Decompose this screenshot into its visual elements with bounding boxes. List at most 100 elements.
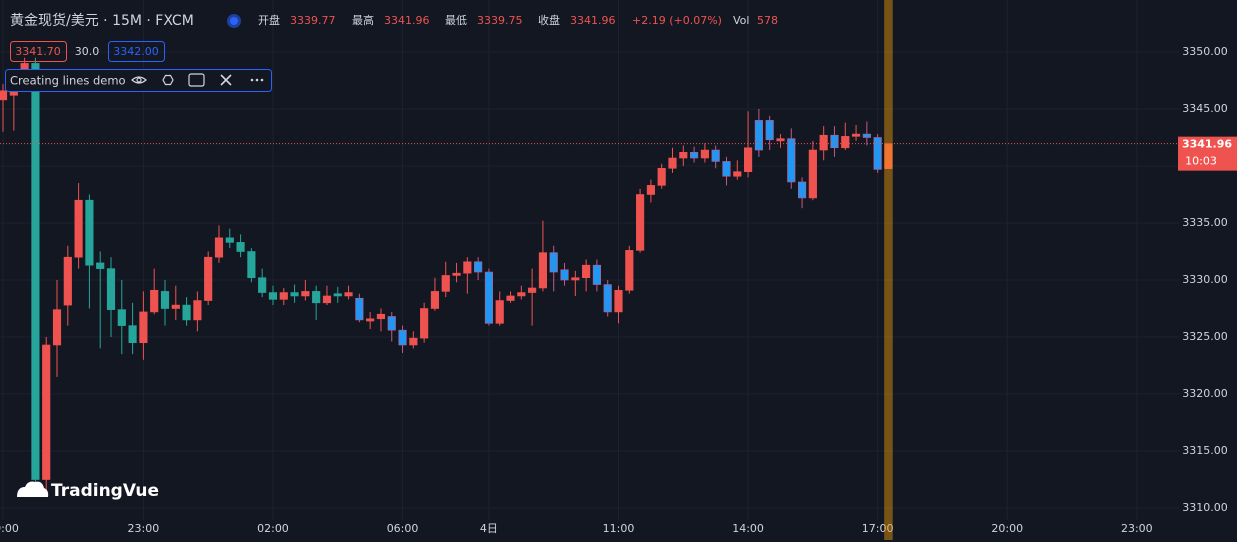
candle-body [279, 292, 288, 300]
high-label: 最高 [352, 13, 374, 27]
candle-body [733, 171, 742, 177]
y-tick-label: 3320.00 [1182, 387, 1228, 400]
x-tick-label: 23:00 [1121, 522, 1153, 535]
candle-body [463, 261, 472, 274]
grid: 3310.00 3315.00 3320.00 3325.00 3330.00 3335.… [0, 0, 1228, 535]
y-tick-label: 3345.00 [1182, 102, 1228, 115]
candle-body [797, 181, 807, 199]
candle-body [700, 149, 709, 159]
candle-body [214, 237, 224, 258]
x-tick-label: 06:00 [387, 522, 419, 535]
candle-body [646, 185, 655, 195]
countdown-label: 10:03 [1185, 155, 1217, 168]
close-icon[interactable] [220, 74, 232, 86]
indicator-box[interactable] [5, 69, 272, 92]
candle-body [484, 271, 494, 324]
bid-value: 3341.70 [15, 45, 61, 58]
dot [260, 78, 264, 82]
candle-body [366, 318, 375, 322]
logo-text: TradingVue [51, 481, 159, 501]
candle-body [420, 308, 429, 339]
candle-body [74, 199, 83, 258]
candle-body [808, 149, 817, 199]
candle-body [160, 291, 170, 309]
candle-body [96, 262, 105, 269]
candle-body [841, 136, 850, 149]
candle-body [247, 251, 256, 279]
candle-body [668, 157, 677, 169]
candle-body [787, 138, 796, 183]
y-tick-label: 3310.00 [1182, 501, 1228, 514]
x-tick-label: 17:00 [862, 522, 894, 535]
candle-body [528, 287, 537, 293]
x-tick-label: 20:00 [991, 522, 1023, 535]
candle-body [571, 277, 580, 281]
change-value: +2.19 (+0.07%) [632, 14, 722, 27]
more-icon[interactable] [250, 78, 264, 82]
candle-body [301, 291, 310, 297]
candle-body [171, 304, 180, 309]
settings-icon[interactable] [162, 74, 174, 86]
candle-body [474, 261, 483, 273]
indicator-name[interactable]: Creating lines demo [10, 74, 126, 88]
candle-body [268, 292, 278, 300]
x-tick-label: 14:00 [732, 522, 764, 535]
candle-body [409, 337, 418, 346]
candle-body [42, 344, 51, 480]
candle-body [204, 256, 213, 301]
candle-body [754, 120, 763, 151]
code-icon[interactable] [188, 73, 205, 87]
candle-body [690, 152, 699, 159]
candle-body [333, 293, 342, 297]
volume-value: 578 [757, 14, 778, 27]
close-value: 3341.96 [570, 14, 616, 27]
x-tick-label: 11:00 [603, 522, 635, 535]
y-tick-label: 3325.00 [1182, 330, 1228, 343]
y-tick-label: 3350.00 [1182, 45, 1228, 58]
candle-body [873, 137, 882, 170]
candle-body [722, 161, 731, 177]
candle-body [679, 152, 688, 159]
candle-body [106, 268, 116, 310]
candle-body [776, 138, 785, 142]
candle-body [312, 291, 321, 304]
low-label: 最低 [445, 14, 467, 27]
volume-label: Vol [733, 14, 749, 27]
candle-body [517, 292, 526, 297]
candle-body [0, 90, 8, 101]
dot [250, 78, 254, 82]
candle-body [290, 292, 299, 297]
candle-body [344, 292, 353, 297]
open-label: 开盘 [258, 13, 280, 27]
candle-body [549, 252, 558, 273]
candle-body [430, 291, 440, 309]
indicator-icons[interactable] [131, 73, 232, 87]
bid-box [10, 41, 67, 62]
candle-body [258, 277, 267, 293]
eye-icon[interactable] [131, 76, 147, 84]
candle-body [851, 133, 861, 137]
x-tick-label: 20:00 [0, 522, 19, 535]
candle-body [117, 309, 126, 326]
y-tick-label: 3330.00 [1182, 273, 1228, 286]
spread-value: 30.0 [75, 45, 100, 58]
candle-body [355, 297, 364, 321]
candle-body [765, 120, 774, 141]
eye-pupil [136, 77, 142, 83]
open-value: 3339.77 [290, 14, 336, 27]
candle-body [31, 63, 40, 480]
candle-body [560, 269, 569, 281]
ask-box [108, 41, 165, 62]
y-tick-label: 3315.00 [1182, 444, 1228, 457]
candle-body [830, 134, 839, 149]
logo-icon [17, 481, 49, 497]
current-price-box [1178, 136, 1237, 171]
candle-body [398, 329, 407, 346]
candle-body [139, 311, 148, 344]
candle-body [63, 256, 72, 306]
candle-body [20, 63, 29, 70]
close-label: 收盘 [538, 13, 560, 27]
dot [255, 78, 259, 82]
